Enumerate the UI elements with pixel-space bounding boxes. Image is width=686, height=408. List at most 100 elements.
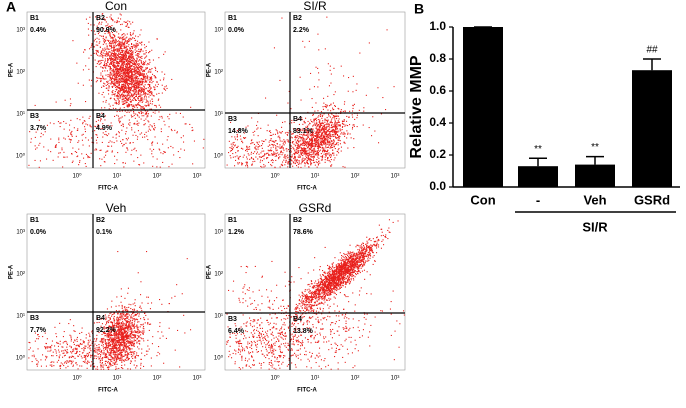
event-dot: [159, 116, 160, 117]
event-dot: [150, 95, 151, 96]
event-dot: [126, 22, 127, 23]
event-dot: [281, 147, 282, 148]
event-dot: [135, 46, 136, 47]
event-dot: [139, 70, 140, 71]
event-dot: [53, 123, 54, 124]
event-dot: [126, 78, 127, 79]
event-dot: [103, 50, 104, 51]
event-dot: [331, 159, 332, 160]
event-dot: [126, 307, 127, 308]
event-dot: [333, 103, 334, 104]
event-dot: [164, 124, 165, 125]
event-dot: [126, 73, 127, 74]
event-dot: [136, 75, 137, 76]
event-dot: [154, 129, 155, 130]
event-dot: [140, 82, 141, 83]
event-dot: [125, 143, 126, 144]
event-dot: [141, 89, 142, 90]
event-dot: [113, 60, 114, 61]
event-dot: [332, 153, 333, 154]
event-dot: [130, 143, 131, 144]
event-dot: [104, 64, 105, 65]
event-dot: [148, 42, 149, 43]
event-dot: [129, 69, 130, 70]
event-dot: [129, 47, 130, 48]
event-dot: [46, 159, 47, 160]
event-dot: [244, 155, 245, 156]
event-dot: [329, 131, 330, 132]
event-dot: [107, 58, 108, 59]
event-dot: [154, 125, 155, 126]
event-dot: [311, 147, 312, 148]
event-dot: [98, 61, 99, 62]
event-dot: [86, 166, 87, 167]
event-dot: [152, 94, 153, 95]
event-dot: [171, 79, 172, 80]
event-dot: [147, 91, 148, 92]
event-dot: [144, 58, 145, 59]
event-dot: [146, 46, 147, 47]
event-dot: [144, 120, 145, 121]
event-dot: [138, 96, 139, 97]
event-dot: [110, 60, 111, 61]
event-dot: [165, 51, 166, 52]
event-dot: [340, 128, 341, 129]
event-dot: [100, 120, 101, 121]
event-dot: [330, 135, 331, 136]
event-dot: [58, 139, 59, 140]
event-dot: [129, 56, 130, 57]
event-dot: [331, 155, 332, 156]
event-dot: [153, 112, 154, 113]
event-dot: [371, 135, 372, 136]
event-dot: [312, 115, 313, 116]
event-dot: [118, 53, 119, 54]
event-dot: [153, 95, 154, 96]
event-dot: [144, 44, 145, 45]
event-dot: [141, 66, 142, 67]
event-dot: [312, 107, 313, 108]
event-dot: [125, 88, 126, 89]
event-dot: [101, 345, 102, 346]
event-dot: [331, 120, 332, 121]
event-dot: [116, 317, 117, 318]
event-dot: [131, 127, 132, 128]
event-dot: [144, 47, 145, 48]
event-dot: [102, 137, 103, 138]
event-dot: [127, 75, 128, 76]
event-dot: [90, 350, 91, 351]
event-dot: [85, 163, 86, 164]
event-dot: [101, 62, 102, 63]
event-dot: [278, 136, 279, 137]
event-dot: [287, 155, 288, 156]
event-dot: [121, 302, 122, 303]
event-dot: [133, 71, 134, 72]
event-dot: [149, 86, 150, 87]
event-dot: [325, 131, 326, 132]
event-dot: [131, 348, 132, 349]
event-dot: [283, 147, 284, 148]
event-dot: [115, 43, 116, 44]
event-dot: [116, 75, 117, 76]
event-dot: [102, 360, 103, 361]
event-dot: [119, 103, 120, 104]
event-dot: [340, 130, 341, 131]
event-dot: [97, 80, 98, 81]
event-dot: [314, 162, 315, 163]
event-dot: [111, 70, 112, 71]
event-dot: [134, 68, 135, 69]
event-dot: [294, 144, 295, 145]
event-dot: [104, 39, 105, 40]
event-dot: [130, 101, 131, 102]
event-dot: [111, 316, 112, 317]
event-dot: [316, 154, 317, 155]
event-dot: [241, 148, 242, 149]
event-dot: [130, 59, 131, 60]
event-dot: [122, 342, 123, 343]
event-dot: [321, 139, 322, 140]
event-dot: [121, 61, 122, 62]
event-dot: [245, 165, 246, 166]
event-dot: [125, 86, 126, 87]
event-dot: [311, 137, 312, 138]
event-dot: [130, 99, 131, 100]
